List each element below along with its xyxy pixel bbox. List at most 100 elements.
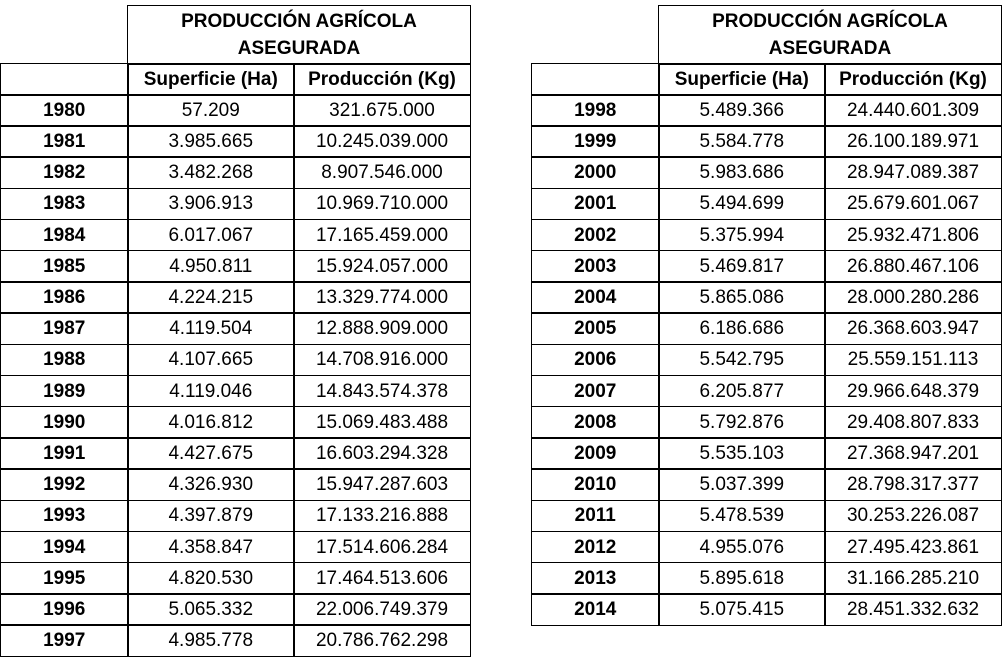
column-header-area: Superficie (Ha) bbox=[127, 63, 295, 96]
production-cell: 30.253.226.087 bbox=[824, 499, 1002, 533]
year-cell: 2009 bbox=[531, 437, 660, 470]
year-cell: 2011 bbox=[531, 499, 660, 533]
production-cell: 25.559.151.113 bbox=[824, 343, 1002, 377]
area-cell: 5.037.399 bbox=[658, 468, 826, 502]
column-header-production: Producción (Kg) bbox=[824, 63, 1002, 96]
production-cell: 14.708.916.000 bbox=[293, 343, 471, 377]
area-cell: 4.397.879 bbox=[127, 499, 295, 533]
year-cell: 1981 bbox=[0, 125, 129, 158]
column-header-year bbox=[531, 63, 660, 96]
year-cell: 1987 bbox=[0, 312, 129, 346]
column-header-production: Producción (Kg) bbox=[293, 63, 471, 96]
year-cell: 2001 bbox=[531, 187, 660, 221]
year-cell: 2012 bbox=[531, 530, 660, 564]
production-cell: 15.069.483.488 bbox=[293, 406, 471, 439]
production-cell: 27.495.423.861 bbox=[824, 530, 1002, 564]
production-cell: 17.165.459.000 bbox=[293, 218, 471, 252]
area-cell: 4.427.675 bbox=[127, 437, 295, 470]
area-cell: 5.535.103 bbox=[658, 437, 826, 470]
production-cell: 28.451.332.632 bbox=[824, 593, 1002, 626]
table-title-line: PRODUCCIÓN AGRÍCOLA bbox=[712, 10, 948, 32]
area-cell: 5.489.366 bbox=[658, 94, 826, 127]
production-cell: 15.924.057.000 bbox=[293, 250, 471, 283]
year-cell: 1994 bbox=[0, 530, 129, 564]
production-cell: 29.966.648.379 bbox=[824, 374, 1002, 408]
area-cell: 4.950.811 bbox=[127, 250, 295, 283]
area-cell: 3.482.268 bbox=[127, 156, 295, 190]
area-cell: 5.895.618 bbox=[658, 562, 826, 595]
table-title-line: PRODUCCIÓN AGRÍCOLA bbox=[181, 10, 417, 32]
area-cell: 5.542.795 bbox=[658, 343, 826, 377]
production-cell: 10.245.039.000 bbox=[293, 125, 471, 158]
production-cell: 26.368.603.947 bbox=[824, 312, 1002, 346]
year-cell: 1991 bbox=[0, 437, 129, 470]
production-cell: 17.464.513.606 bbox=[293, 562, 471, 595]
year-cell: 2003 bbox=[531, 250, 660, 283]
production-cell: 13.329.774.000 bbox=[293, 281, 471, 314]
year-cell: 2007 bbox=[531, 374, 660, 408]
year-cell: 1993 bbox=[0, 499, 129, 533]
area-cell: 6.205.877 bbox=[658, 374, 826, 408]
area-cell: 3.906.913 bbox=[127, 187, 295, 221]
area-cell: 5.065.332 bbox=[127, 593, 295, 626]
production-cell: 14.843.574.378 bbox=[293, 374, 471, 408]
area-cell: 4.326.930 bbox=[127, 468, 295, 502]
production-cell: 16.603.294.328 bbox=[293, 437, 471, 470]
production-cell: 26.880.467.106 bbox=[824, 250, 1002, 283]
year-cell: 2014 bbox=[531, 593, 660, 626]
area-cell: 4.016.812 bbox=[127, 406, 295, 439]
area-cell: 5.375.994 bbox=[658, 218, 826, 252]
production-cell: 24.440.601.309 bbox=[824, 94, 1002, 127]
production-cell: 17.133.216.888 bbox=[293, 499, 471, 533]
area-cell: 4.107.665 bbox=[127, 343, 295, 377]
year-cell: 2013 bbox=[531, 562, 660, 595]
production-cell: 12.888.909.000 bbox=[293, 312, 471, 346]
year-cell: 2000 bbox=[531, 156, 660, 190]
area-cell: 4.985.778 bbox=[127, 624, 295, 658]
production-cell: 27.368.947.201 bbox=[824, 437, 1002, 470]
area-cell: 57.209 bbox=[127, 94, 295, 127]
area-cell: 4.955.076 bbox=[658, 530, 826, 564]
area-cell: 4.119.046 bbox=[127, 374, 295, 408]
column-header-year bbox=[0, 63, 129, 96]
year-cell: 1985 bbox=[0, 250, 129, 283]
year-cell: 1983 bbox=[0, 187, 129, 221]
year-cell: 2005 bbox=[531, 312, 660, 346]
year-cell: 2002 bbox=[531, 218, 660, 252]
production-cell: 25.932.471.806 bbox=[824, 218, 1002, 252]
year-cell: 2010 bbox=[531, 468, 660, 502]
year-cell: 1988 bbox=[0, 343, 129, 377]
table-title: PRODUCCIÓN AGRÍCOLA ASEGURADA bbox=[127, 5, 471, 65]
year-cell: 1980 bbox=[0, 94, 129, 127]
production-cell: 28.947.089.387 bbox=[824, 156, 1002, 190]
production-cell: 17.514.606.284 bbox=[293, 530, 471, 564]
year-cell: 1982 bbox=[0, 156, 129, 190]
table-title: PRODUCCIÓN AGRÍCOLA ASEGURADA bbox=[658, 5, 1002, 65]
production-cell: 10.969.710.000 bbox=[293, 187, 471, 221]
production-cell: 26.100.189.971 bbox=[824, 125, 1002, 158]
area-cell: 3.985.665 bbox=[127, 125, 295, 158]
production-cell: 20.786.762.298 bbox=[293, 624, 471, 658]
production-cell: 321.675.000 bbox=[293, 94, 471, 127]
area-cell: 4.119.504 bbox=[127, 312, 295, 346]
year-cell: 2008 bbox=[531, 406, 660, 439]
area-cell: 4.224.215 bbox=[127, 281, 295, 314]
production-cell: 25.679.601.067 bbox=[824, 187, 1002, 221]
year-cell: 1984 bbox=[0, 218, 129, 252]
area-cell: 5.792.876 bbox=[658, 406, 826, 439]
production-cell: 29.408.807.833 bbox=[824, 406, 1002, 439]
year-cell: 1995 bbox=[0, 562, 129, 595]
area-cell: 6.017.067 bbox=[127, 218, 295, 252]
area-cell: 4.820.530 bbox=[127, 562, 295, 595]
table-title-line: ASEGURADA bbox=[768, 37, 892, 59]
year-cell: 1997 bbox=[0, 624, 129, 658]
column-header-area: Superficie (Ha) bbox=[658, 63, 826, 96]
area-cell: 6.186.686 bbox=[658, 312, 826, 346]
year-cell: 1999 bbox=[531, 125, 660, 158]
year-cell: 1986 bbox=[0, 281, 129, 314]
year-cell: 1990 bbox=[0, 406, 129, 439]
production-cell: 28.000.280.286 bbox=[824, 281, 1002, 314]
area-cell: 4.358.847 bbox=[127, 530, 295, 564]
area-cell: 5.469.817 bbox=[658, 250, 826, 283]
production-cell: 31.166.285.210 bbox=[824, 562, 1002, 595]
